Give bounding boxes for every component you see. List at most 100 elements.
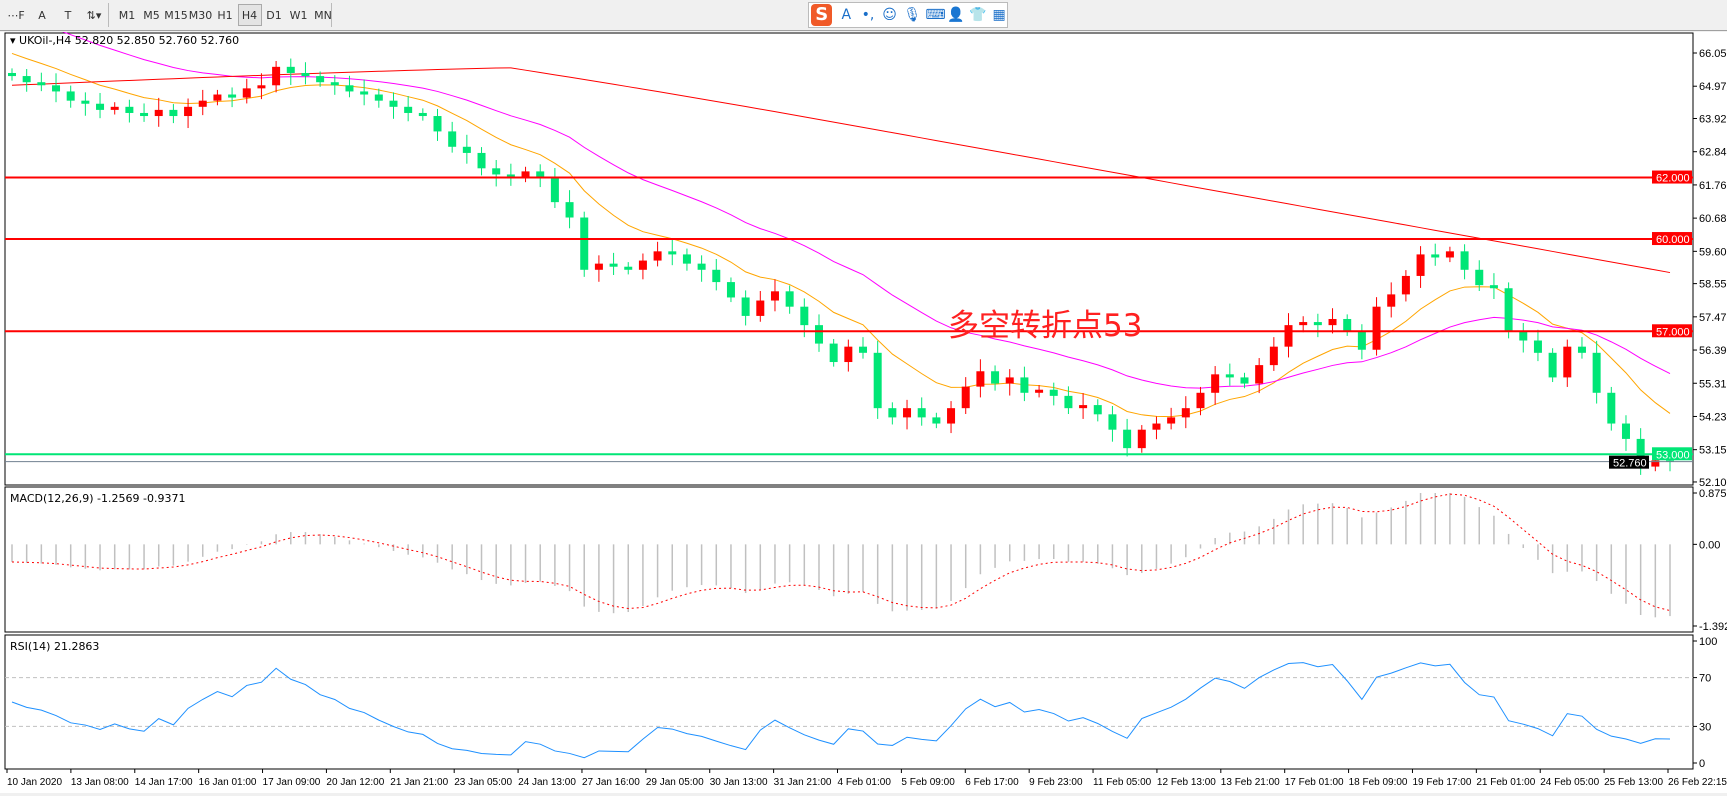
price-tick-label: 58.550 xyxy=(1699,279,1727,291)
annotation-text[interactable]: 多空转折点53 xyxy=(948,308,1143,344)
period-separator-icon[interactable]: ⋯F xyxy=(7,8,25,22)
time-tick-label: 27 Jan 16:00 xyxy=(582,777,640,788)
macd-tick-label: 0.8756 xyxy=(1699,488,1727,500)
candle-body xyxy=(1328,318,1337,326)
chart-canvas[interactable]: 66.050 64.970 63.920 62.840 61.760 60.680 59.6… xyxy=(0,13,1727,793)
time-tick-label: 24 Feb 05:00 xyxy=(1540,777,1599,788)
candle-body xyxy=(1372,306,1381,350)
candle-body xyxy=(198,100,207,107)
macd-tick-label: 0.00 xyxy=(1699,539,1720,551)
candle-body xyxy=(697,263,706,270)
candle-body xyxy=(932,417,941,424)
user-icon[interactable]: 👤 xyxy=(947,7,965,23)
time-tick-label: 25 Feb 13:00 xyxy=(1604,777,1663,788)
candle-body xyxy=(580,217,589,270)
time-tick-label: 19 Feb 17:00 xyxy=(1412,777,1471,788)
candle-body xyxy=(1240,377,1249,384)
time-tick-label: 9 Feb 23:00 xyxy=(1029,777,1083,788)
rsi-tick-label: 30 xyxy=(1699,721,1711,733)
timeframe-m1[interactable]: M1 xyxy=(118,8,136,22)
candle-body xyxy=(1416,254,1425,276)
macd-tick-label: -1.3923 xyxy=(1699,621,1727,633)
price-level-tag xyxy=(1652,447,1692,461)
candle-body xyxy=(1196,392,1205,409)
time-tick-label: 26 Feb 22:15 xyxy=(1668,777,1727,788)
candle-body xyxy=(770,291,779,301)
emoji-icon[interactable]: ☺ xyxy=(882,7,897,23)
chart-window[interactable]: 66.050 64.970 63.920 62.840 61.760 60.680 59.6… xyxy=(0,13,1727,793)
candle-body xyxy=(492,168,501,175)
candle-body xyxy=(1357,331,1366,350)
ime-status-bar: S A •, ☺ 🎙 ⌨ 👤 👕 ▦ xyxy=(808,2,1008,28)
candle-body xyxy=(418,112,427,117)
timeframe-h1[interactable]: H1 xyxy=(217,8,233,22)
text-label-tool-icon[interactable]: T xyxy=(64,8,72,22)
candle-body xyxy=(316,76,325,83)
candle-body xyxy=(917,408,926,418)
candle-body xyxy=(140,112,149,117)
timeframe-mn[interactable]: MN xyxy=(314,8,332,22)
candle-body xyxy=(1181,408,1190,418)
candle-body xyxy=(521,171,530,178)
candle-body xyxy=(213,94,222,101)
chinese-english-icon[interactable]: A xyxy=(841,7,852,23)
arrows-tool-icon[interactable]: ⇅▾ xyxy=(86,8,102,22)
candle-body xyxy=(961,386,970,409)
skin-icon[interactable]: 👕 xyxy=(969,7,987,23)
toolbox-icon[interactable]: ▦ xyxy=(992,7,1006,23)
timeframe-w1[interactable]: W1 xyxy=(289,8,308,22)
sogou-logo-icon[interactable]: S xyxy=(811,4,833,26)
price-level-tag-label: 60.000 xyxy=(1656,234,1690,246)
candle-body xyxy=(448,131,457,147)
candle-body xyxy=(903,408,912,418)
candle-body xyxy=(1651,460,1660,467)
current-price-label: 52.760 xyxy=(1613,458,1647,470)
text-tool-icon[interactable]: A xyxy=(38,8,46,22)
candle-body xyxy=(1284,325,1293,347)
ma-fast-line xyxy=(11,52,1671,418)
punctuation-icon[interactable]: •, xyxy=(861,7,875,23)
candle-body xyxy=(1005,377,1014,384)
candle-body xyxy=(800,306,809,326)
keyboard-icon[interactable]: ⌨ xyxy=(925,7,946,23)
macd-pane-border xyxy=(4,486,1694,633)
candle-body xyxy=(1519,331,1528,341)
candle-body xyxy=(829,343,838,363)
candle-body xyxy=(1093,405,1102,415)
candle-body xyxy=(785,291,794,307)
time-tick-label: 30 Jan 13:00 xyxy=(710,777,768,788)
price-tick-label: 59.600 xyxy=(1699,246,1727,258)
time-tick-label: 6 Feb 17:00 xyxy=(965,777,1019,788)
candle-body xyxy=(1431,254,1440,258)
candle-body xyxy=(947,408,956,424)
candle-body xyxy=(1269,346,1278,366)
candle-body xyxy=(301,72,310,77)
candle-body xyxy=(1152,423,1161,430)
candle-body xyxy=(1343,318,1352,332)
timeframe-m5[interactable]: M5 xyxy=(143,8,160,22)
time-tick-label: 21 Feb 01:00 xyxy=(1476,777,1535,788)
candle-body xyxy=(1636,438,1645,467)
timeframe-m15[interactable]: M15 xyxy=(164,8,188,22)
main-pane-border xyxy=(4,32,1694,486)
microphone-icon[interactable]: 🎙 xyxy=(903,7,922,23)
timeframe-m30[interactable]: M30 xyxy=(188,8,213,22)
candle-body xyxy=(624,266,633,270)
candle-body xyxy=(1577,346,1586,353)
candle-body xyxy=(888,408,897,418)
timeframe-h4[interactable]: H4 xyxy=(237,4,262,26)
candle-body xyxy=(814,325,823,344)
toolbar-separator xyxy=(108,3,109,27)
price-level-tag-label: 57.000 xyxy=(1656,326,1690,338)
candle-body xyxy=(433,116,442,132)
candle-body xyxy=(1607,392,1616,424)
timeframe-d1[interactable]: D1 xyxy=(266,8,282,22)
candle-body xyxy=(1079,405,1088,409)
candle-body xyxy=(844,346,853,363)
chart-header: ▾ UKOil-,H4 52.820 52.850 52.760 52.760 xyxy=(10,34,240,47)
candle-body xyxy=(389,100,398,107)
time-tick-label: 17 Jan 09:00 xyxy=(263,777,321,788)
price-level-tag xyxy=(1652,232,1692,246)
candle-body xyxy=(154,109,163,117)
candle-body xyxy=(345,85,354,92)
